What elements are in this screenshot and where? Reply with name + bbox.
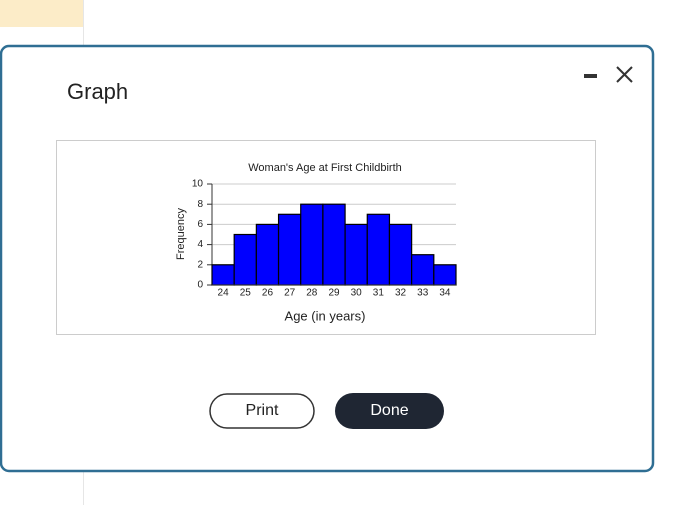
x-tick-label: 28 (306, 288, 318, 299)
chart-title: Woman's Age at First Childbirth (248, 162, 402, 174)
x-tick-label: 24 (218, 288, 230, 299)
y-tick-label: 4 (197, 239, 203, 250)
y-tick-label: 0 (197, 280, 203, 291)
bar (277, 213, 302, 286)
close-button[interactable] (616, 66, 633, 83)
y-tick-label: 2 (197, 259, 203, 270)
x-axis-label: Age (in years) (285, 308, 366, 323)
minimize-button[interactable] (584, 74, 597, 78)
y-tick-label: 10 (192, 179, 204, 190)
print-label: Print (246, 402, 279, 419)
x-tick-label: 29 (328, 288, 340, 299)
bar (322, 203, 346, 286)
y-axis-label: Frequency (175, 208, 187, 260)
done-label: Done (370, 402, 408, 419)
x-tick-label: 32 (395, 288, 407, 299)
x-tick-label: 30 (351, 288, 363, 299)
x-tick-label: 26 (262, 288, 274, 299)
y-tick-label: 6 (197, 219, 203, 230)
bar (388, 223, 413, 286)
x-tick-label: 27 (284, 288, 296, 299)
x-tick-label: 25 (240, 288, 252, 299)
bar (433, 264, 457, 286)
x-tick-label: 33 (417, 288, 429, 299)
bar (344, 223, 368, 286)
chart: Woman's Age at First Childbirth Age (in … (175, 162, 457, 323)
bar (233, 233, 257, 286)
x-tick-label: 31 (373, 288, 385, 299)
bar (366, 213, 391, 286)
dialog-title: Graph (67, 79, 128, 104)
highlight (0, 0, 83, 27)
bar (255, 223, 280, 286)
bar (411, 254, 435, 286)
done-button[interactable]: Done (335, 393, 444, 429)
y-tick-label: 8 (197, 199, 203, 210)
bar (211, 264, 235, 286)
print-button[interactable]: Print (209, 393, 315, 429)
x-tick-label: 34 (439, 288, 451, 299)
bar (300, 203, 324, 286)
